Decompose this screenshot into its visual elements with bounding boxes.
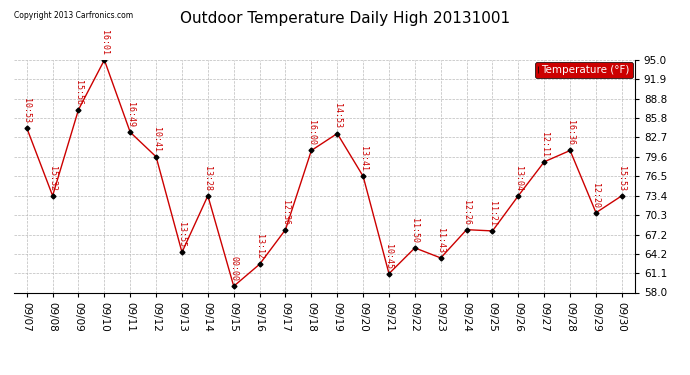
Text: 11:43: 11:43 bbox=[436, 228, 445, 253]
Legend: Temperature (°F): Temperature (°F) bbox=[535, 62, 633, 78]
Text: 13:41: 13:41 bbox=[359, 146, 368, 171]
Text: 12:26: 12:26 bbox=[462, 200, 471, 225]
Text: 14:53: 14:53 bbox=[333, 104, 342, 129]
Text: 10:53: 10:53 bbox=[22, 98, 31, 123]
Text: 15:53: 15:53 bbox=[618, 166, 627, 191]
Text: 13:55: 13:55 bbox=[177, 222, 186, 247]
Text: 12:11: 12:11 bbox=[540, 132, 549, 157]
Text: 12:36: 12:36 bbox=[281, 200, 290, 225]
Text: 11:21: 11:21 bbox=[488, 201, 497, 226]
Text: 10:41: 10:41 bbox=[152, 127, 161, 152]
Text: 13:28: 13:28 bbox=[204, 166, 213, 191]
Text: 13:12: 13:12 bbox=[255, 234, 264, 259]
Text: 10:45: 10:45 bbox=[384, 244, 393, 268]
Text: 16:00: 16:00 bbox=[307, 120, 316, 146]
Text: 00:00: 00:00 bbox=[229, 256, 238, 281]
Text: 11:50: 11:50 bbox=[411, 218, 420, 243]
Text: Copyright 2013 Carfronics.com: Copyright 2013 Carfronics.com bbox=[14, 11, 133, 20]
Text: 15:32: 15:32 bbox=[48, 166, 57, 191]
Text: 13:04: 13:04 bbox=[514, 166, 523, 191]
Text: 12:20: 12:20 bbox=[591, 183, 600, 208]
Text: 16:01: 16:01 bbox=[100, 30, 109, 55]
Text: 15:56: 15:56 bbox=[74, 80, 83, 105]
Text: 16:49: 16:49 bbox=[126, 102, 135, 127]
Text: Outdoor Temperature Daily High 20131001: Outdoor Temperature Daily High 20131001 bbox=[180, 11, 510, 26]
Text: 16:36: 16:36 bbox=[566, 120, 575, 146]
